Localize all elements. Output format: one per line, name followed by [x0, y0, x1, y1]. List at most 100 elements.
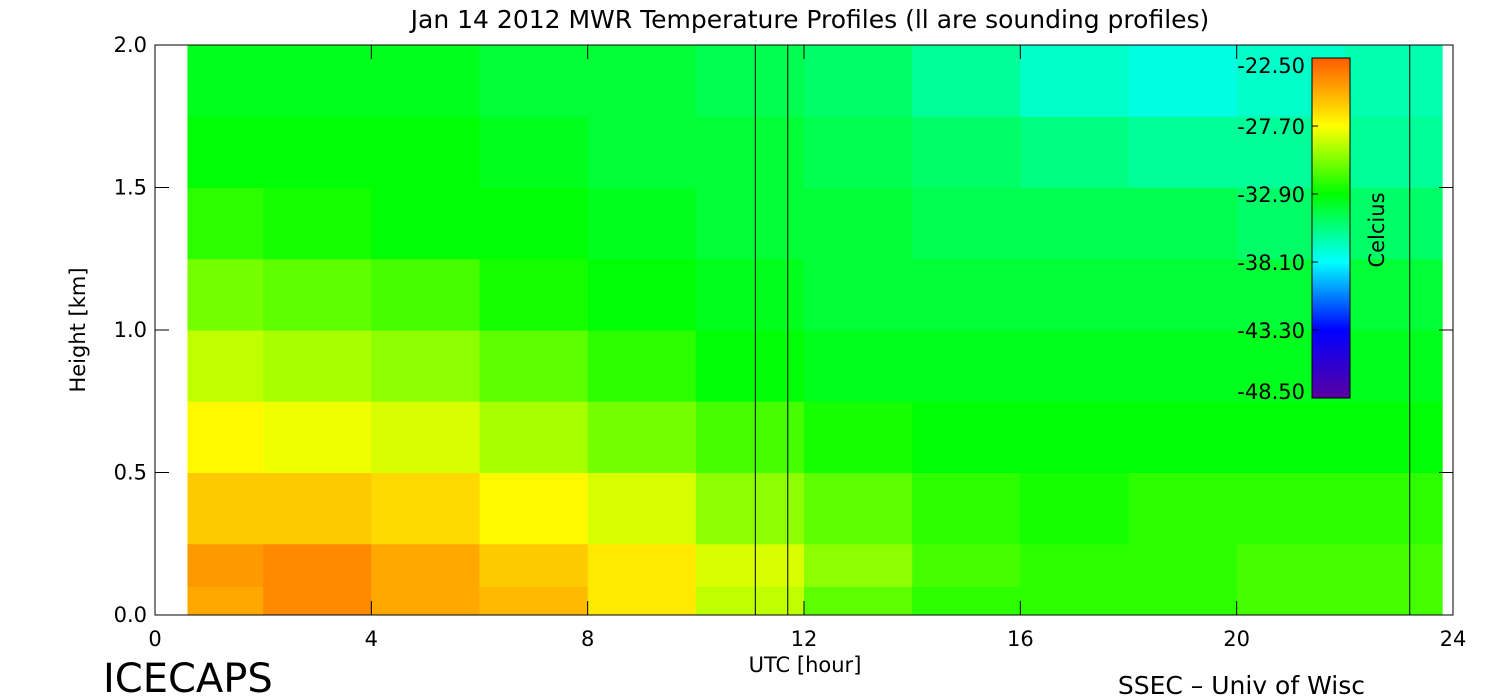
heat-cell — [1128, 586, 1238, 616]
x-tick-label: 4 — [365, 627, 378, 651]
heat-cell — [587, 45, 697, 117]
heat-cell — [695, 586, 805, 616]
heat-cell — [804, 116, 913, 188]
colorbar — [1311, 57, 1351, 399]
heat-cell — [804, 543, 913, 587]
heat-cell — [263, 187, 372, 260]
heat-cell — [187, 45, 264, 117]
y-tick-label: 2.0 — [114, 33, 147, 57]
x-tick-label: 16 — [1007, 627, 1034, 651]
heat-cell — [695, 187, 805, 260]
heat-cell — [912, 586, 1021, 616]
heat-cell — [695, 258, 805, 331]
heat-cell — [1236, 401, 1346, 473]
heat-cell — [804, 187, 913, 260]
heat-cell — [1236, 472, 1346, 545]
heat-cell — [479, 472, 589, 545]
heat-cell — [1020, 330, 1129, 402]
heat-cell — [1128, 330, 1238, 402]
heat-cell — [1128, 187, 1238, 260]
heat-cell — [1020, 45, 1129, 117]
heat-cell — [479, 586, 589, 616]
heat-cell — [371, 45, 480, 117]
heat-cell — [695, 116, 805, 188]
heat-cell — [479, 330, 589, 402]
colorbar-label: Celcius — [1365, 192, 1389, 267]
heat-cell — [1344, 586, 1443, 616]
heat-cell — [695, 45, 805, 117]
heat-cell — [912, 543, 1021, 587]
heat-cell — [263, 258, 372, 331]
heat-cell — [912, 401, 1021, 473]
heat-cell — [1344, 472, 1443, 545]
heat-cell — [912, 45, 1021, 117]
x-axis-label: UTC [hour] — [749, 653, 862, 677]
heat-cell — [587, 472, 697, 545]
heat-cell — [187, 187, 264, 260]
heat-cell — [371, 586, 480, 616]
x-tick-label: 8 — [581, 627, 594, 651]
footer-left: ICECAPS — [103, 656, 273, 700]
x-tick-label: 12 — [791, 627, 818, 651]
heat-cell — [263, 116, 372, 188]
heat-cell — [1128, 472, 1238, 545]
heat-cell — [1020, 472, 1129, 545]
heat-cell — [587, 586, 697, 616]
x-tick-label: 0 — [148, 627, 161, 651]
heat-cell — [912, 472, 1021, 545]
heat-cell — [1020, 543, 1129, 587]
heat-cell — [187, 330, 264, 402]
colorbar-tick-label: -48.50 — [1237, 380, 1305, 404]
heat-cell — [1020, 586, 1129, 616]
heat-cell — [695, 543, 805, 587]
heat-cell — [912, 258, 1021, 331]
heat-cell — [804, 45, 913, 117]
heat-cell — [1344, 401, 1443, 473]
heat-cell — [804, 258, 913, 331]
heat-cell — [187, 472, 264, 545]
colorbar-tick-label: -27.70 — [1237, 115, 1305, 139]
heat-cell — [187, 543, 264, 587]
heat-cell — [479, 116, 589, 188]
colorbar-tick-label: -32.90 — [1237, 183, 1305, 207]
heat-cell — [1020, 187, 1129, 260]
colorbar-tick-label: -43.30 — [1237, 319, 1305, 343]
heatmap — [187, 45, 1443, 616]
heat-cell — [1020, 258, 1129, 331]
heat-cell — [371, 472, 480, 545]
heat-cell — [371, 330, 480, 402]
heat-cell — [912, 116, 1021, 188]
x-tick-label: 24 — [1440, 627, 1467, 651]
heat-cell — [1128, 258, 1238, 331]
heat-cell — [479, 258, 589, 331]
heat-cell — [263, 586, 372, 616]
footer-right: SSEC – Univ of Wisc — [1118, 671, 1365, 700]
x-tick-label: 20 — [1223, 627, 1250, 651]
heat-cell — [587, 116, 697, 188]
heat-cell — [587, 187, 697, 260]
heat-cell — [187, 586, 264, 616]
heat-cell — [187, 401, 264, 473]
heat-cell — [912, 187, 1021, 260]
heat-cell — [1020, 401, 1129, 473]
heat-cell — [804, 330, 913, 402]
heat-cell — [371, 116, 480, 188]
heat-cell — [371, 258, 480, 331]
heat-cell — [912, 330, 1021, 402]
heat-cell — [1128, 116, 1238, 188]
y-axis-label: Height [km] — [66, 267, 90, 392]
chart-title: Jan 14 2012 MWR Temperature Profiles (ll… — [409, 5, 1210, 34]
heat-cell — [1236, 586, 1346, 616]
heat-cell — [371, 187, 480, 260]
heat-cell — [1020, 116, 1129, 188]
heat-cell — [695, 330, 805, 402]
heat-cell — [479, 45, 589, 117]
heat-cell — [263, 543, 372, 587]
heat-cell — [263, 472, 372, 545]
heat-cell — [1128, 401, 1238, 473]
colorbar-tick-label: -22.50 — [1237, 54, 1305, 78]
heat-cell — [1344, 187, 1443, 260]
heat-cell — [187, 258, 264, 331]
heat-cell — [479, 401, 589, 473]
heat-cell — [371, 401, 480, 473]
